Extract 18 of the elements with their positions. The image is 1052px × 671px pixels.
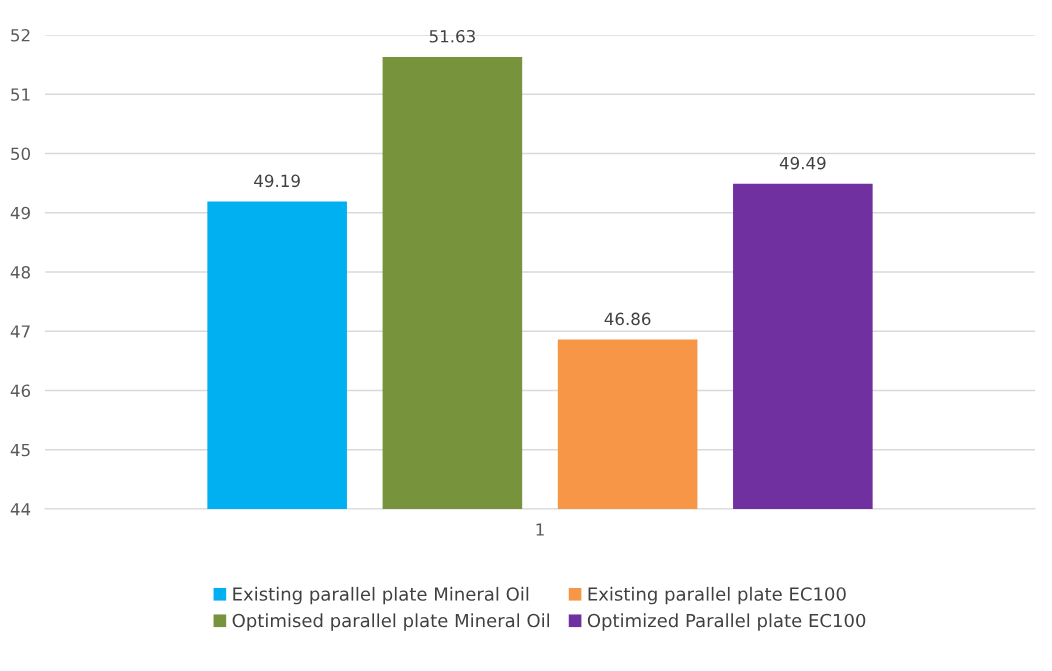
data-label: 46.86 (604, 312, 651, 326)
data-label: 51.63 (429, 29, 475, 43)
y-tick-label: 48 (10, 265, 30, 279)
y-tick-label: 45 (10, 443, 30, 457)
legend-label: Existing parallel plate Mineral Oil (233, 586, 529, 605)
legend-label: Optimised parallel plate Mineral Oil (232, 613, 550, 631)
data-label: 49.49 (779, 156, 826, 170)
y-tick-label: 46 (10, 384, 31, 398)
y-tick-label: 50 (11, 147, 30, 161)
legend-label: Optimized Parallel plate EC100 (587, 613, 866, 631)
data-label: 49.19 (254, 174, 300, 188)
y-tick-label: 44 (10, 503, 31, 516)
x-tick-label: 1 (536, 523, 544, 536)
y-tick-label: 52 (11, 28, 30, 42)
y-tick-label: 49 (10, 206, 30, 220)
legend-label: Existing parallel plate EC100 (588, 586, 846, 605)
y-tick-label: 47 (10, 325, 30, 338)
y-tick-label: 51 (11, 88, 30, 101)
